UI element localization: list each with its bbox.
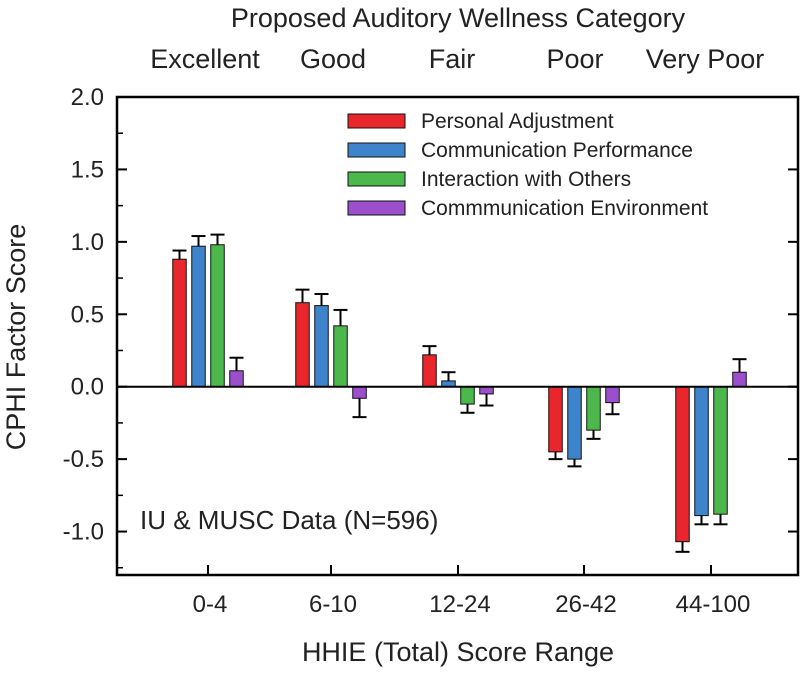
bar-interaction-with-others-12-24 xyxy=(460,386,475,405)
bar-commmunication-environment-0-4 xyxy=(229,370,244,388)
y-tick-label: 0.0 xyxy=(71,374,104,401)
error-bars xyxy=(172,233,747,553)
y-tick-label: 0.5 xyxy=(71,301,104,328)
bar-communication-performance-44-100 xyxy=(694,386,709,517)
top-header: Proposed Auditory Wellness Category xyxy=(231,3,686,33)
x-tick-label: 0-4 xyxy=(193,591,228,618)
bar-interaction-with-others-44-100 xyxy=(713,386,728,515)
wellness-category-fair: Fair xyxy=(429,44,476,74)
y-tick-label: -0.5 xyxy=(63,446,104,473)
bar-commmunication-environment-26-42 xyxy=(605,386,620,404)
bar-personal-adjustment-12-24 xyxy=(422,354,437,388)
y-tick-label: 1.0 xyxy=(71,229,104,256)
x-tick-label: 44-100 xyxy=(676,591,751,618)
data-source-annotation: IU & MUSC Data (N=596) xyxy=(140,505,438,535)
x-tick-label: 12-24 xyxy=(429,591,490,618)
y-axis-label: CPHI Factor Score xyxy=(1,224,31,451)
bar-personal-adjustment-26-42 xyxy=(548,386,563,453)
bar-communication-performance-6-10 xyxy=(314,305,329,388)
x-tick-label: 26-42 xyxy=(555,591,616,618)
x-axis-label: HHIE (Total) Score Range xyxy=(302,637,614,667)
wellness-category-excellent: Excellent xyxy=(150,44,260,74)
x-axis: 0-4 6-10 12-24 26-42 44-100 xyxy=(193,565,751,618)
bar-commmunication-environment-6-10 xyxy=(352,386,367,399)
legend-label: Communication Performance xyxy=(421,139,693,162)
wellness-category-labels: Excellent Good Fair Poor Very Poor xyxy=(150,44,764,74)
y-tick-label: -1.0 xyxy=(63,519,104,546)
bar-communication-performance-0-4 xyxy=(191,245,206,388)
bar-personal-adjustment-44-100 xyxy=(675,386,690,543)
legend-label: Interaction with Others xyxy=(421,168,631,191)
legend: Personal Adjustment Communication Perform… xyxy=(347,110,708,220)
legend-label: Personal Adjustment xyxy=(421,110,614,133)
legend-swatch xyxy=(347,171,406,187)
x-tick-label: 6-10 xyxy=(309,591,357,618)
wellness-category-good: Good xyxy=(300,44,366,74)
legend-label: Commmunication Environment xyxy=(421,197,708,220)
wellness-category-very-poor: Very Poor xyxy=(646,44,765,74)
bar-commmunication-environment-12-24 xyxy=(479,386,494,395)
bars xyxy=(172,244,747,543)
legend-swatch xyxy=(347,142,406,158)
bar-interaction-with-others-26-42 xyxy=(586,386,601,431)
y-tick-label: 2.0 xyxy=(71,84,104,111)
legend-swatch xyxy=(347,200,406,216)
y-axis: -1.0 -0.5 0.0 0.5 1.0 1.5 2.0 xyxy=(63,84,798,569)
bar-commmunication-environment-44-100 xyxy=(732,371,747,388)
y-tick-label: 1.5 xyxy=(71,156,104,183)
bar-personal-adjustment-6-10 xyxy=(295,302,310,388)
wellness-category-poor: Poor xyxy=(546,44,603,74)
bar-interaction-with-others-6-10 xyxy=(333,325,348,388)
bar-personal-adjustment-0-4 xyxy=(172,258,187,388)
bar-communication-performance-26-42 xyxy=(567,386,582,460)
bar-interaction-with-others-0-4 xyxy=(210,244,225,388)
legend-swatch xyxy=(347,113,406,129)
wellness-category-title: Proposed Auditory Wellness Category xyxy=(231,3,686,33)
